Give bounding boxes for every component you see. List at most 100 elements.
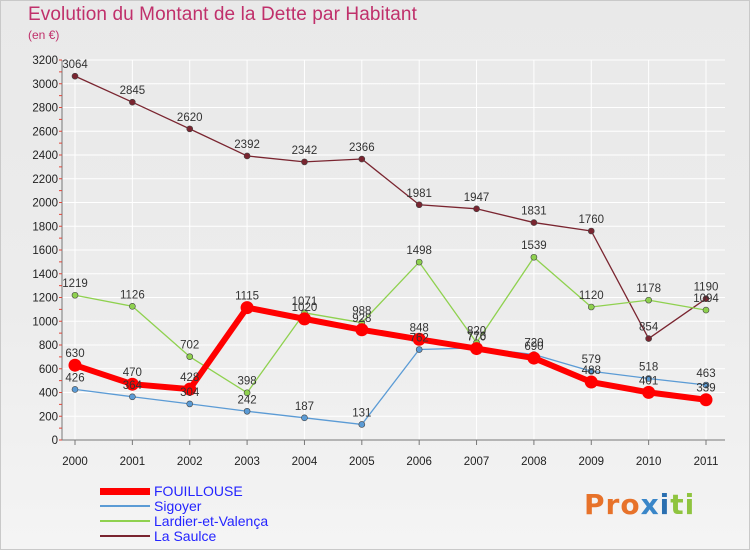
data-label-2: 1071 bbox=[292, 296, 318, 308]
data-point-1 bbox=[243, 407, 251, 415]
data-label-2: 1498 bbox=[406, 245, 432, 257]
data-point-1 bbox=[186, 400, 194, 408]
y-tick-label: 2200 bbox=[32, 174, 58, 186]
data-point-3 bbox=[645, 335, 652, 342]
series-layer bbox=[68, 72, 713, 428]
data-label-1: 463 bbox=[696, 368, 715, 380]
data-label-2: 820 bbox=[467, 326, 486, 338]
x-tick-label: 2004 bbox=[292, 456, 318, 468]
data-point-1 bbox=[415, 346, 423, 353]
data-point-2 bbox=[645, 296, 652, 304]
data-point-3 bbox=[530, 219, 538, 226]
series-line-3 bbox=[74, 75, 707, 340]
data-point-1 bbox=[71, 386, 79, 393]
data-label-0: 690 bbox=[524, 341, 543, 353]
legend-swatch bbox=[100, 535, 150, 537]
logo-part-1: Pro bbox=[584, 488, 641, 521]
data-point-2 bbox=[186, 353, 194, 360]
data-point-2 bbox=[71, 291, 79, 299]
data-label-0: 1115 bbox=[235, 291, 259, 303]
y-tick-label: 600 bbox=[39, 364, 58, 376]
data-point-2 bbox=[243, 389, 251, 397]
data-point-3 bbox=[702, 295, 710, 302]
data-point-0 bbox=[527, 351, 541, 365]
series-line-1 bbox=[74, 347, 707, 426]
legend-label: Lardier-et-Valença bbox=[154, 513, 269, 529]
x-tick-label: 2000 bbox=[62, 456, 88, 468]
data-label-3: 1831 bbox=[521, 206, 547, 218]
legend-swatch bbox=[100, 520, 150, 522]
data-label-1: 776 bbox=[467, 331, 486, 343]
data-label-0: 339 bbox=[696, 383, 715, 395]
data-label-2: 1539 bbox=[521, 240, 547, 252]
data-point-2 bbox=[129, 302, 136, 310]
data-label-3: 1947 bbox=[464, 192, 490, 204]
y-tick-label: 2800 bbox=[32, 103, 58, 115]
data-label-0: 488 bbox=[582, 365, 601, 377]
logo-part-3: i bbox=[659, 488, 671, 521]
data-point-1 bbox=[129, 393, 136, 401]
x-tick-label: 2001 bbox=[120, 456, 146, 468]
data-label-0: 630 bbox=[65, 348, 84, 360]
data-label-3: 2620 bbox=[177, 112, 203, 124]
data-point-2 bbox=[530, 253, 538, 261]
y-tick-label: 1000 bbox=[32, 316, 58, 328]
data-point-2 bbox=[702, 306, 710, 314]
data-label-1: 364 bbox=[123, 380, 143, 392]
data-point-0 bbox=[125, 377, 139, 391]
logo-part-4: ti bbox=[670, 488, 696, 521]
x-tick-label: 2010 bbox=[636, 456, 662, 468]
data-point-3 bbox=[473, 205, 480, 213]
data-label-3: 2845 bbox=[120, 85, 146, 97]
data-label-0: 428 bbox=[180, 372, 199, 384]
data-label-3: 1981 bbox=[406, 188, 432, 200]
data-point-0 bbox=[412, 332, 426, 346]
x-tick-label: 2005 bbox=[349, 456, 375, 468]
data-label-2: 1094 bbox=[693, 293, 719, 305]
data-point-0 bbox=[68, 358, 82, 372]
data-point-0 bbox=[642, 385, 656, 399]
data-label-0: 928 bbox=[352, 313, 371, 325]
data-point-0 bbox=[699, 393, 713, 407]
logo-part-2: x bbox=[640, 488, 660, 521]
x-tick-label: 2008 bbox=[521, 456, 547, 468]
x-tick-label: 2007 bbox=[464, 456, 490, 468]
y-tick-label: 3000 bbox=[32, 79, 58, 91]
data-label-2: 1178 bbox=[636, 283, 661, 295]
legend-label: La Saulce bbox=[154, 528, 217, 544]
data-label-layer: 630 470 428 1115 1020 928 848 770 690 488 401 339 42… bbox=[62, 59, 719, 419]
data-point-3 bbox=[129, 98, 136, 106]
data-point-1 bbox=[587, 367, 595, 375]
data-label-1: 187 bbox=[295, 401, 314, 413]
data-point-3 bbox=[243, 152, 251, 160]
data-point-3 bbox=[186, 125, 194, 133]
data-point-0 bbox=[240, 301, 254, 315]
data-label-2: 988 bbox=[352, 306, 371, 318]
data-point-2 bbox=[415, 258, 423, 266]
y-tick-label: 1800 bbox=[32, 221, 58, 233]
data-point-2 bbox=[587, 303, 595, 311]
data-label-1: 304 bbox=[180, 387, 200, 399]
data-label-1: 242 bbox=[237, 394, 256, 406]
y-tick-label: 1200 bbox=[32, 293, 58, 305]
data-label-2: 1219 bbox=[62, 278, 88, 290]
y-tick-label: 400 bbox=[39, 388, 58, 400]
series-line-2 bbox=[74, 256, 707, 394]
data-point-0 bbox=[584, 375, 598, 389]
series-line-0 bbox=[74, 304, 707, 403]
data-label-2: 398 bbox=[237, 376, 256, 388]
legend-label: Sigoyer bbox=[154, 498, 202, 514]
data-point-3 bbox=[587, 227, 595, 235]
data-label-3: 3064 bbox=[62, 59, 88, 71]
data-label-3: 854 bbox=[639, 322, 659, 334]
grid-layer bbox=[62, 59, 725, 441]
data-point-3 bbox=[358, 155, 366, 163]
x-tick-label: 2006 bbox=[406, 456, 432, 468]
data-label-3: 2392 bbox=[234, 139, 260, 151]
data-label-1: 579 bbox=[582, 354, 601, 366]
data-label-1: 720 bbox=[524, 338, 543, 350]
y-tick-label: 2600 bbox=[32, 126, 58, 138]
x-tick-label: 2002 bbox=[177, 456, 203, 468]
y-tick-label: 0 bbox=[52, 435, 58, 447]
